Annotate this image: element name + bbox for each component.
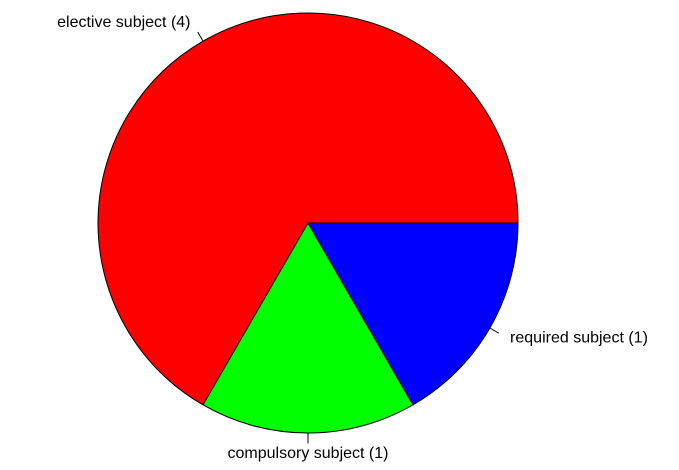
label-tick	[489, 327, 500, 334]
slice-label: compulsory subject (1)	[228, 445, 389, 462]
slice-label: required subject (1)	[510, 330, 648, 347]
label-tick	[197, 31, 204, 42]
pie-slice	[307, 222, 519, 406]
pie-slice	[97, 12, 519, 406]
slice-label: elective subject (4)	[57, 14, 190, 31]
pie-slice	[202, 222, 414, 434]
